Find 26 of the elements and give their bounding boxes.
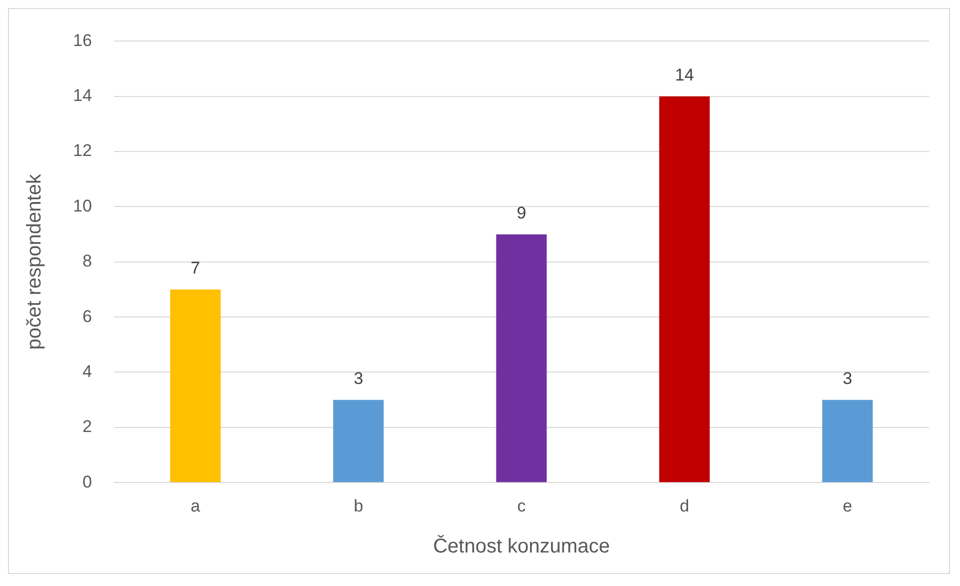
bar (822, 400, 873, 482)
x-tick-label: a (190, 496, 201, 516)
y-tick-label: 0 (82, 472, 92, 492)
y-tick-label: 14 (72, 86, 92, 106)
x-tick-label: d (680, 496, 690, 516)
x-tick-label: b (354, 496, 364, 516)
y-tick-label: 12 (72, 141, 92, 160)
data-label: 14 (675, 66, 694, 85)
bar (333, 400, 384, 482)
y-tick-label: 4 (82, 362, 92, 381)
x-tick-label: e (842, 496, 852, 516)
data-label: 3 (354, 369, 364, 388)
y-tick-label: 6 (82, 306, 92, 326)
y-tick-label: 16 (72, 30, 92, 50)
x-tick-label: c (517, 496, 526, 516)
data-label: 3 (842, 369, 852, 388)
bar (659, 96, 710, 482)
bar (170, 289, 221, 482)
y-tick-label: 10 (72, 196, 92, 216)
data-label: 7 (190, 258, 200, 278)
y-axis-title: počet respondentek (24, 173, 46, 350)
x-axis-title: Četnost konzumace (433, 534, 610, 558)
y-tick-label: 2 (82, 417, 92, 436)
y-tick-label: 8 (82, 252, 92, 271)
data-label: 9 (516, 204, 526, 222)
bar (496, 234, 547, 482)
